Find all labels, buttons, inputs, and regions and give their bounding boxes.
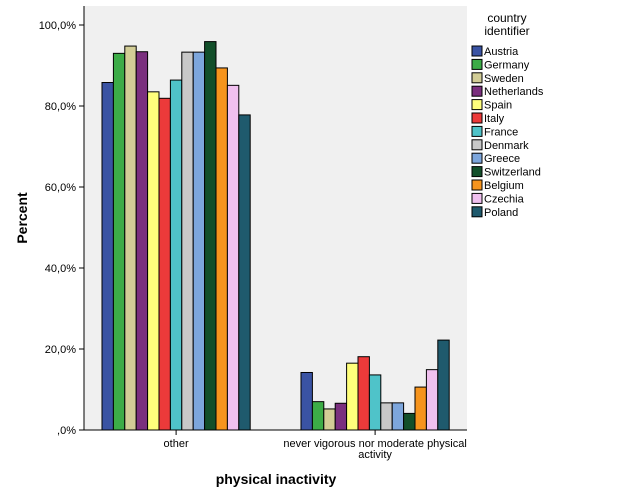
legend-swatch-sweden (471, 72, 483, 84)
bar-italy-never-active (357, 356, 370, 431)
bar-germany-other (112, 52, 126, 431)
bar-denmark-other (181, 51, 194, 431)
legend-swatch-italy (471, 112, 483, 124)
bar-spain-other (147, 91, 160, 431)
bar-greece-other (192, 51, 206, 431)
bar-austria-never-active (300, 371, 313, 431)
bar-netherlands-other (135, 51, 149, 431)
x-category-label: other (164, 438, 189, 450)
y-tick-label: 40,0% (45, 263, 76, 275)
bar-germany-never-active (311, 401, 325, 431)
legend-swatch-spain (471, 99, 483, 111)
legend-swatch-poland (471, 206, 483, 218)
bar-denmark-never-active (380, 402, 393, 431)
bar-switzerland-never-active (403, 412, 416, 431)
x-category-labels: other never vigorous nor moderate physica… (164, 430, 467, 461)
y-ticks: 100,0% 80,0% 60,0% 40,0% 20,0% ,0% (39, 20, 84, 437)
legend-label-austria: Austria (484, 46, 519, 58)
legend-swatch-france (471, 125, 483, 137)
legend-title: country (487, 11, 526, 25)
x-axis-title: physical inactivity (216, 471, 337, 487)
bar-greece-never-active (391, 402, 405, 431)
legend-label-germany: Germany (484, 59, 530, 71)
legend-swatch-belgium (471, 179, 483, 191)
bar-czechia-never-active (425, 369, 439, 431)
bar-france-never-active (368, 374, 382, 431)
bar-spain-never-active (346, 362, 359, 431)
y-axis-title: Percent (14, 192, 30, 244)
y-tick-label: ,0% (57, 425, 76, 437)
bar-belgium-other (215, 67, 228, 431)
legend-swatch-greece (471, 152, 483, 164)
bar-italy-other (158, 97, 171, 431)
bar-czechia-other (226, 84, 240, 431)
legend-swatch-netherlands (471, 85, 483, 97)
bar-austria-other (101, 82, 114, 431)
y-tick-label: 80,0% (45, 101, 76, 113)
legend-swatch-denmark (471, 139, 483, 151)
legend-label-france: France (484, 126, 518, 138)
bar-sweden-never-active (323, 408, 336, 431)
legend-label-netherlands: Netherlands (484, 86, 544, 98)
bar-netherlands-never-active (334, 402, 348, 431)
legend-title: identifier (484, 24, 529, 38)
bar-poland-other (238, 114, 251, 431)
legend-label-denmark: Denmark (484, 140, 529, 152)
legend-swatch-switzerland (471, 166, 483, 178)
legend-swatch-austria (471, 45, 483, 57)
legend-label-belgium: Belgium (484, 180, 524, 192)
bar-france-other (169, 79, 183, 431)
bar-belgium-never-active (414, 386, 427, 431)
legend-label-italy: Italy (484, 113, 505, 125)
y-tick-label: 100,0% (39, 20, 77, 32)
legend-swatch-germany (471, 58, 483, 70)
legend-label-poland: Poland (484, 207, 518, 219)
legend-label-czechia: Czechia (484, 193, 525, 205)
legend-label-spain: Spain (484, 100, 512, 112)
bar-sweden-other (124, 45, 137, 431)
y-tick-label: 20,0% (45, 344, 76, 356)
bar-switzerland-other (204, 41, 217, 431)
x-category-label: activity (358, 449, 392, 461)
legend-label-greece: Greece (484, 153, 520, 165)
bar-poland-never-active (437, 339, 450, 431)
legend-label-sweden: Sweden (484, 73, 524, 85)
y-tick-label: 60,0% (45, 182, 76, 194)
legend-swatch-czechia (471, 192, 483, 204)
x-category-label: never vigorous nor moderate physical (283, 438, 466, 450)
legend-label-switzerland: Switzerland (484, 167, 541, 179)
